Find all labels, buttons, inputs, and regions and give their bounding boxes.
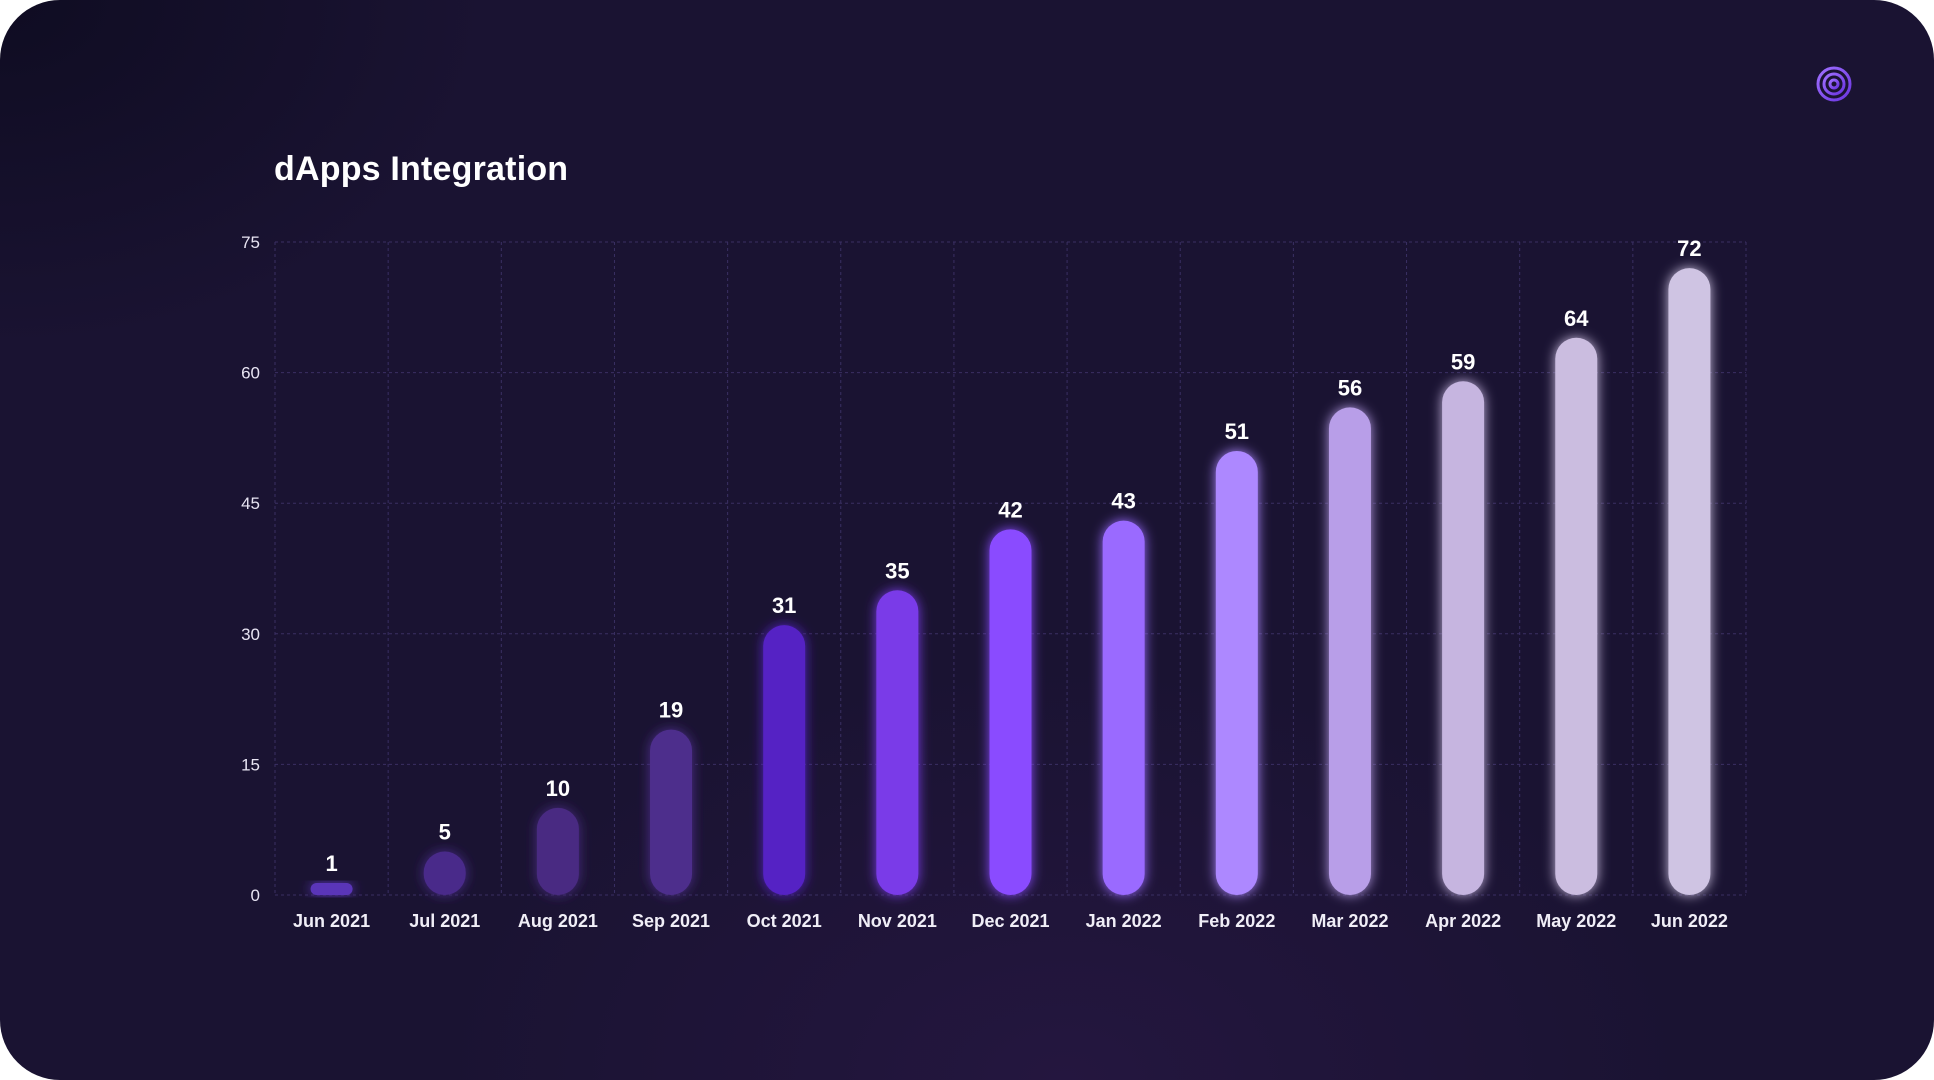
data-label: 19 [659,698,683,723]
data-label: 1 [325,851,337,876]
bar [423,851,466,895]
data-label: 42 [998,497,1022,522]
data-label: 43 [1111,489,1135,514]
labels: 0 15 30 45 60 75 1 Jun 2021 5 Jul 2021 10 Aug 2021 1… [241,233,1728,931]
y-tick-label: 15 [241,755,260,774]
data-label: 51 [1225,419,1249,444]
bars [310,268,1711,896]
bar [1555,337,1598,896]
y-tick-label: 0 [251,886,260,905]
x-tick-label: Feb 2022 [1198,911,1275,931]
bar [1215,450,1258,895]
y-tick-label: 45 [241,494,260,513]
data-label: 56 [1338,375,1362,400]
x-tick-label: Jun 2022 [1651,911,1728,931]
data-label: 64 [1564,306,1589,331]
x-tick-label: Dec 2021 [971,911,1049,931]
bar [763,625,806,895]
data-label: 10 [546,776,570,801]
chart-title: dApps Integration [274,150,569,188]
bar [1102,520,1145,895]
bar [989,529,1032,895]
brand-logo-icon [1800,62,1860,138]
bar [1442,381,1485,896]
x-tick-label: Jul 2021 [409,911,480,931]
x-tick-label: Nov 2021 [858,911,937,931]
data-label: 59 [1451,349,1475,374]
x-tick-label: Oct 2021 [747,911,822,931]
y-tick-label: 30 [241,625,260,644]
grid-lines [274,241,1747,896]
bar [650,729,693,895]
bar [1668,268,1711,895]
y-tick-label: 60 [241,364,260,383]
data-label: 72 [1677,236,1701,261]
y-tick-label: 75 [241,233,260,252]
x-tick-label: Aug 2021 [518,911,598,931]
bar [876,590,919,895]
x-tick-label: Apr 2022 [1425,911,1501,931]
x-tick-label: Jan 2022 [1086,911,1162,931]
x-tick-label: Jun 2021 [293,911,370,931]
data-label: 5 [439,819,451,844]
data-label: 35 [885,558,909,583]
x-tick-label: Sep 2021 [632,911,710,931]
x-tick-label: Mar 2022 [1311,911,1388,931]
bar [536,807,579,895]
data-label: 31 [772,593,796,618]
bar [310,883,353,895]
bar [1328,407,1371,895]
x-tick-label: May 2022 [1536,911,1616,931]
